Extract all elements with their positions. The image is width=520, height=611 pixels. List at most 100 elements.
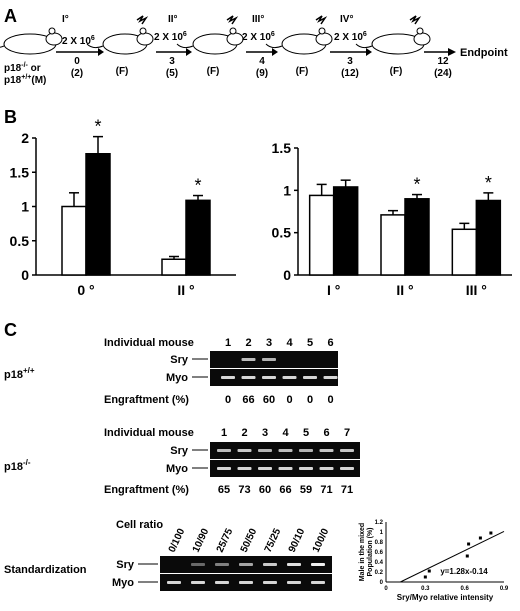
mouse-tail: [0, 45, 5, 48]
data-point: [489, 531, 493, 535]
wt-myo-band: [282, 376, 297, 379]
mouse-5: [355, 15, 431, 55]
data-point: [467, 542, 471, 546]
x-category-label: II °: [396, 282, 413, 298]
recipient-label-1: (F): [116, 66, 129, 77]
cell-ratio: 10/90: [191, 527, 212, 555]
dose-label-1: 2 X 106: [62, 35, 95, 47]
timepoint-4: 3: [347, 56, 353, 67]
data-point: [423, 575, 427, 579]
ko-genotype-label: p18-/-: [4, 458, 31, 473]
x-tick-label: 0.6: [460, 586, 469, 592]
mouse-ear: [318, 27, 326, 35]
recipient-label-4: (F): [390, 66, 403, 77]
wt-row-header: Individual mouse: [104, 337, 194, 349]
mouse-id: 6: [327, 337, 333, 349]
ko-row-header: Individual mouse: [104, 427, 194, 439]
std-myo-band: [287, 581, 301, 584]
engraftment-value: 66: [279, 484, 291, 496]
x-tick-label: 0.3: [421, 586, 430, 592]
mouse-id: 5: [307, 337, 313, 349]
std-sry-label: Sry: [116, 559, 135, 571]
x-tick-label: 0.9: [500, 586, 509, 592]
recipient-label-3: (F): [296, 66, 309, 77]
cell-ratio: 50/50: [239, 527, 260, 555]
irradiation-icon: [226, 15, 239, 25]
endpoint-label: Endpoint: [460, 47, 508, 59]
stage-label-4: IV°: [340, 14, 353, 25]
wt-gel-bands: [221, 358, 338, 379]
mouse-id: 1: [225, 337, 231, 349]
mouse-id: 6: [323, 427, 329, 439]
y-axis-label: Male in the mixed: [359, 523, 366, 581]
y-tick-label: 1: [283, 182, 291, 198]
y-tick-label: 0.4: [375, 560, 384, 566]
recipient-label-2: (F): [207, 66, 220, 77]
std-sry-band: [311, 563, 325, 566]
mouse-id: 3: [262, 427, 268, 439]
ko-myo-band: [340, 467, 354, 470]
cell-ratio: 0/100: [167, 527, 188, 555]
engraftment-value: 66: [242, 394, 254, 406]
std-myo-label: Myo: [112, 577, 134, 589]
donor-label-line2: p18+/+(M): [4, 74, 46, 86]
ko-myo-band: [278, 467, 293, 470]
y-axis-label: Population (%): [367, 528, 374, 577]
wt-myo-band: [303, 376, 317, 379]
ko-sry-band: [340, 449, 354, 452]
ko-gel-bands: [217, 449, 354, 470]
mouse-id: 4: [282, 427, 289, 439]
mouse-3: [176, 15, 244, 55]
stage-label-1: I°: [62, 14, 69, 25]
irradiation-icon: [136, 15, 149, 25]
wt-engraftment-label: Engraftment (%): [104, 394, 189, 406]
significance-star: *: [194, 176, 201, 196]
stage-label-2: II°: [168, 14, 178, 25]
mouse-id: 7: [344, 427, 350, 439]
bar: [332, 186, 359, 276]
engraftment-value: 0: [286, 394, 292, 406]
wt-genotype-label: p18+/+: [4, 366, 35, 381]
ko-sry-band: [299, 449, 313, 452]
engraftment-value: 65: [218, 484, 230, 496]
timepoint-1: 0: [74, 56, 80, 67]
cell-ratio-values: 0/100 10/90 25/75 50/50 75/25 90/10 100/0: [167, 527, 332, 555]
wt-myo-band: [323, 376, 338, 379]
std-sry-band: [239, 563, 253, 566]
mouse-illustrations: [0, 15, 431, 55]
timepoint-3-weeks: (9): [256, 68, 268, 79]
engraftment-value: 73: [238, 484, 250, 496]
mouse-ear: [48, 27, 56, 35]
ko-myo-label: Myo: [166, 463, 188, 475]
donor-label-line1: p18-/- or: [4, 62, 41, 74]
ko-engraftment-values: 65 73 60 66 59 71 71: [218, 484, 353, 496]
std-myo-band: [167, 581, 181, 584]
ko-myo-band: [319, 467, 334, 470]
mouse-ear: [229, 27, 237, 35]
engraftment-value: 71: [341, 484, 353, 496]
dose-label-4: 2 X 106: [334, 31, 367, 43]
bar: [380, 214, 406, 276]
panel-a-letter: A: [4, 6, 17, 26]
cell-ratio: 100/0: [311, 527, 332, 555]
standardization-label: Standardization: [4, 564, 87, 576]
bar: [404, 198, 430, 276]
wt-myo-label: Myo: [166, 372, 188, 384]
y-tick-label: 0.2: [375, 570, 384, 576]
mouse-id: 3: [266, 337, 272, 349]
x-category-label: 0 °: [77, 282, 94, 298]
mouse-head: [413, 32, 431, 46]
significance-star: *: [485, 173, 492, 193]
mouse-id: 2: [245, 337, 251, 349]
y-tick-label: 1: [380, 530, 384, 536]
wt-myo-band: [241, 376, 256, 379]
ko-sry-label: Sry: [170, 445, 189, 457]
ko-myo-band: [217, 467, 231, 470]
engraftment-value: 0: [307, 394, 313, 406]
mouse-1: [0, 27, 63, 55]
y-tick-label: 0.8: [375, 540, 384, 546]
bar: [61, 205, 87, 276]
cell-ratio-label: Cell ratio: [116, 519, 163, 531]
mouse-id: 2: [241, 427, 247, 439]
